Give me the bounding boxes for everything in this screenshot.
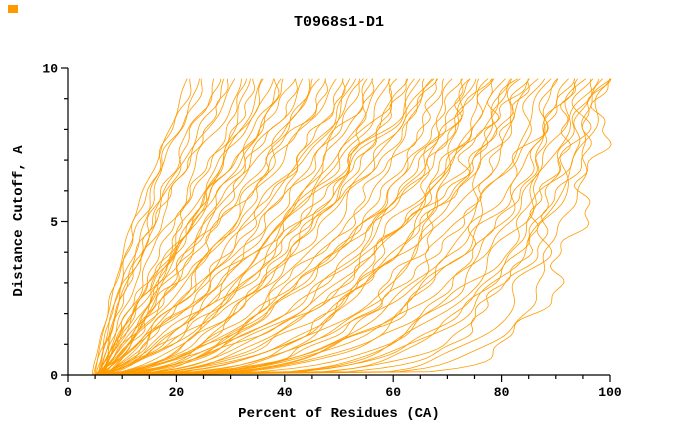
model-curve	[95, 78, 521, 376]
model-curve	[96, 78, 500, 376]
model-curve	[96, 78, 320, 376]
model-curve	[100, 78, 493, 376]
model-curve	[105, 78, 236, 376]
x-tick-label: 80	[494, 385, 510, 400]
model-curve	[97, 78, 519, 376]
model-curve	[111, 78, 612, 376]
model-curve	[97, 78, 375, 376]
model-curve	[103, 78, 357, 376]
model-curve	[104, 78, 385, 376]
model-curve	[95, 78, 530, 376]
x-tick-label: 0	[64, 385, 72, 400]
model-curve	[95, 78, 247, 376]
model-curve	[97, 78, 512, 376]
model-curve	[99, 78, 611, 376]
model-curve	[98, 78, 594, 376]
model-curve	[98, 78, 546, 376]
model-curve	[100, 78, 256, 376]
y-tick-label: 0	[50, 369, 58, 384]
y-tick-label: 5	[50, 215, 58, 230]
model-curve	[99, 78, 368, 376]
model-curve	[98, 78, 242, 376]
model-curve	[94, 78, 407, 376]
model-curve	[97, 78, 425, 376]
x-tick-label: 100	[598, 385, 622, 400]
model-curve	[98, 78, 444, 376]
model-curve	[95, 78, 229, 376]
model-curve	[95, 78, 539, 376]
model-curve	[103, 78, 587, 376]
model-curve	[104, 78, 304, 376]
model-curve	[95, 78, 463, 376]
model-curve	[99, 78, 346, 376]
model-curve	[101, 78, 222, 376]
model-curve	[100, 78, 453, 376]
model-curve	[117, 78, 433, 376]
model-curve	[100, 78, 203, 375]
model-curve	[102, 78, 409, 376]
y-tick-label: 10	[42, 62, 58, 77]
model-curve	[94, 78, 576, 376]
model-curve	[100, 78, 477, 376]
model-curve	[101, 78, 374, 376]
model-curve	[104, 78, 495, 376]
model-curve	[96, 78, 558, 376]
model-curve	[100, 78, 313, 376]
curves-group	[91, 78, 612, 376]
model-curve	[101, 78, 251, 376]
model-curve	[101, 78, 225, 376]
model-curve	[96, 78, 600, 376]
model-curve	[99, 78, 284, 376]
model-curve	[93, 78, 337, 376]
model-curve	[98, 78, 200, 376]
x-tick-label: 40	[277, 385, 293, 400]
model-curve	[99, 78, 612, 376]
model-curve	[91, 78, 192, 376]
model-curve	[103, 78, 274, 376]
model-curve	[98, 78, 398, 376]
model-curve	[101, 78, 559, 376]
x-tick-label: 20	[169, 385, 185, 400]
model-curve	[100, 78, 530, 376]
model-curve	[97, 78, 329, 376]
model-curve	[97, 78, 437, 376]
chart-title: T0968s1-D1	[294, 14, 384, 31]
model-curve	[113, 78, 471, 376]
model-curve	[98, 78, 415, 376]
model-curve	[96, 78, 489, 376]
model-curve	[95, 78, 435, 376]
model-curve	[100, 78, 421, 376]
model-curve	[102, 78, 530, 376]
model-curve	[100, 78, 593, 376]
model-curve	[95, 78, 391, 376]
model-curve	[98, 78, 578, 376]
corner-marker	[8, 5, 18, 13]
model-curve	[101, 78, 569, 376]
model-curve	[98, 78, 351, 376]
y-axis-label: Distance Cutoff, A	[11, 145, 27, 297]
axes-group: 0 20 40 60 80 100 0 5 10	[42, 62, 622, 401]
x-axis-label: Percent of Residues (CA)	[238, 406, 440, 422]
model-curve	[99, 78, 512, 376]
model-curve	[102, 78, 364, 376]
model-curve	[95, 78, 471, 376]
model-curve	[96, 78, 612, 376]
model-curve	[95, 78, 264, 376]
model-curve	[93, 78, 280, 376]
model-curve	[96, 78, 439, 376]
x-tick-label: 60	[385, 385, 401, 400]
